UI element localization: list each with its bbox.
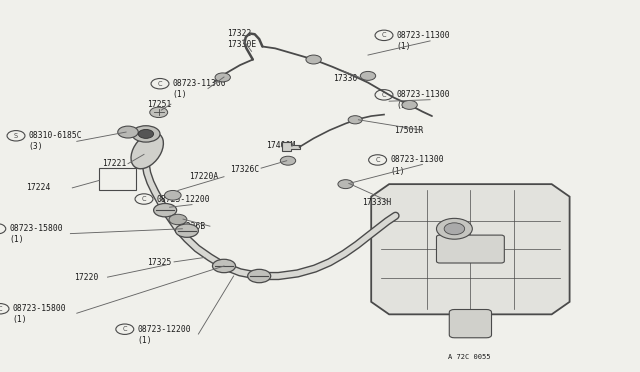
- Circle shape: [150, 107, 168, 118]
- Text: 17322
17330E: 17322 17330E: [227, 29, 257, 49]
- Text: 17220A: 17220A: [189, 172, 218, 181]
- Circle shape: [360, 71, 376, 80]
- Polygon shape: [371, 184, 570, 314]
- Circle shape: [444, 223, 465, 235]
- Text: 08723-15800
(1): 08723-15800 (1): [13, 304, 67, 324]
- Text: C: C: [375, 157, 380, 163]
- Circle shape: [338, 180, 353, 189]
- Text: 08310-6185C
(3): 08310-6185C (3): [29, 131, 83, 151]
- Text: 17330: 17330: [333, 74, 357, 83]
- Text: 08723-11300
(1): 08723-11300 (1): [390, 155, 444, 176]
- Circle shape: [280, 156, 296, 165]
- Circle shape: [118, 126, 138, 138]
- Text: 17406M: 17406M: [266, 141, 295, 150]
- Text: 17333H: 17333H: [362, 198, 391, 207]
- Text: 08723-15800
(1): 08723-15800 (1): [10, 224, 63, 244]
- Text: 08723-11300
(1): 08723-11300 (1): [397, 90, 451, 110]
- Circle shape: [402, 100, 417, 109]
- Circle shape: [306, 55, 321, 64]
- Text: C: C: [381, 92, 387, 98]
- Circle shape: [212, 259, 236, 273]
- Text: C: C: [381, 32, 387, 38]
- Text: S: S: [14, 133, 18, 139]
- Circle shape: [154, 203, 177, 217]
- Polygon shape: [282, 142, 300, 151]
- Circle shape: [132, 126, 160, 142]
- Text: 08723-11300
(1): 08723-11300 (1): [397, 31, 451, 51]
- Text: C: C: [157, 81, 163, 87]
- FancyBboxPatch shape: [436, 235, 504, 263]
- Bar: [99, 168, 136, 190]
- Text: C: C: [141, 196, 147, 202]
- Circle shape: [436, 218, 472, 239]
- Text: 17221: 17221: [102, 159, 127, 168]
- Circle shape: [164, 190, 181, 200]
- Text: A 72C 0055: A 72C 0055: [448, 354, 490, 360]
- Text: C: C: [0, 306, 3, 312]
- Text: 17326B: 17326B: [176, 222, 205, 231]
- Text: 17326C: 17326C: [230, 165, 260, 174]
- Text: 17325: 17325: [147, 258, 172, 267]
- Circle shape: [138, 129, 154, 138]
- Circle shape: [215, 73, 230, 82]
- Text: 17220: 17220: [74, 273, 98, 282]
- Circle shape: [348, 116, 362, 124]
- Text: 17251: 17251: [147, 100, 172, 109]
- FancyBboxPatch shape: [449, 310, 492, 338]
- Circle shape: [248, 269, 271, 283]
- Text: 08723-12200
(1): 08723-12200 (1): [138, 325, 191, 345]
- Text: C: C: [122, 326, 127, 332]
- Text: 08723-11300
(1): 08723-11300 (1): [173, 79, 227, 99]
- Ellipse shape: [131, 132, 163, 169]
- Text: 17224: 17224: [26, 183, 50, 192]
- Text: 17501R: 17501R: [394, 126, 423, 135]
- Circle shape: [175, 224, 198, 237]
- Circle shape: [169, 214, 187, 225]
- Text: 08723-12200
(1): 08723-12200 (1): [157, 195, 211, 215]
